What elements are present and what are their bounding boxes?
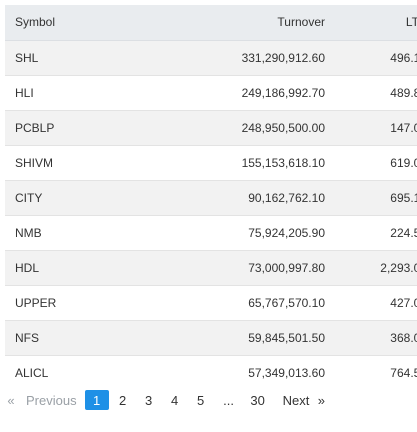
cell-turnover: 65,767,570.10 xyxy=(248,295,325,310)
turnover-table: Symbol Turnover LTP SHL 331,290,912.60 4… xyxy=(5,5,417,390)
table-row: NFS 59,845,501.50 368.00 xyxy=(5,320,417,355)
first-page-icon: « xyxy=(7,392,15,408)
table-row: SHL 331,290,912.60 496.10 xyxy=(5,40,417,75)
cell-turnover: 248,950,500.00 xyxy=(241,120,325,135)
cell-symbol: CITY xyxy=(15,190,43,205)
cell-symbol: HDL xyxy=(15,260,40,275)
table-row: CITY 90,162,762.10 695.10 xyxy=(5,180,417,215)
cell-turnover: 57,349,013.60 xyxy=(248,365,325,380)
cell-ltp: 427.00 xyxy=(390,295,417,310)
table-row: NMB 75,924,205.90 224.50 xyxy=(5,215,417,250)
previous-button: Previous xyxy=(26,392,77,408)
cell-turnover: 75,924,205.90 xyxy=(248,225,325,240)
next-button[interactable]: Next xyxy=(282,392,310,408)
cell-turnover: 59,845,501.50 xyxy=(248,330,325,345)
table-row: ALICL 57,349,013.60 764.50 xyxy=(5,355,417,390)
table-row: PCBLP 248,950,500.00 147.00 xyxy=(5,110,417,145)
cell-ltp: 2,293.00 xyxy=(380,260,417,275)
turnover-table-container: Symbol Turnover LTP SHL 331,290,912.60 4… xyxy=(5,5,417,390)
cell-symbol: SHL xyxy=(15,50,39,65)
cell-symbol: SHIVM xyxy=(15,155,54,170)
page-button-1[interactable]: 1 xyxy=(84,390,109,410)
page-button-4[interactable]: 4 xyxy=(170,392,179,408)
cell-turnover: 249,186,992.70 xyxy=(241,85,325,100)
table-header-row: Symbol Turnover LTP xyxy=(5,5,417,41)
column-header-ltp[interactable]: LTP xyxy=(325,5,417,41)
cell-ltp: 368.00 xyxy=(390,330,417,345)
cell-symbol: ALICL xyxy=(15,365,49,380)
cell-ltp: 496.10 xyxy=(390,50,417,65)
page-button-2[interactable]: 2 xyxy=(118,392,127,408)
cell-ltp: 695.10 xyxy=(390,190,417,205)
cell-ltp: 619.00 xyxy=(390,155,417,170)
cell-symbol: PCBLP xyxy=(15,120,55,135)
table-row: SHIVM 155,153,618.10 619.00 xyxy=(5,145,417,180)
cell-symbol: HLI xyxy=(15,85,34,100)
cell-ltp: 489.80 xyxy=(390,85,417,100)
column-header-turnover[interactable]: Turnover xyxy=(165,5,325,41)
page-button-30[interactable]: 30 xyxy=(250,392,265,408)
cell-ltp: 224.50 xyxy=(390,225,417,240)
page-button-5[interactable]: 5 xyxy=(196,392,205,408)
table-header: Symbol Turnover LTP xyxy=(5,5,417,41)
cell-symbol: NFS xyxy=(15,330,39,345)
page-button-3[interactable]: 3 xyxy=(144,392,153,408)
cell-ltp: 147.00 xyxy=(390,120,417,135)
cell-symbol: UPPER xyxy=(15,295,57,310)
cell-turnover: 73,000,997.80 xyxy=(248,260,325,275)
cell-turnover: 331,290,912.60 xyxy=(241,50,325,65)
table-row: HLI 249,186,992.70 489.80 xyxy=(5,75,417,110)
cell-symbol: NMB xyxy=(15,225,42,240)
cell-turnover: 90,162,762.10 xyxy=(248,190,325,205)
cell-ltp: 764.50 xyxy=(390,365,417,380)
table-body: SHL 331,290,912.60 496.10 HLI 249,186,99… xyxy=(5,40,417,390)
table-row: UPPER 65,767,570.10 427.00 xyxy=(5,285,417,320)
pagination: « Previous 1 2 3 4 5 ... 30 Next » xyxy=(0,390,329,410)
pagination-ellipsis: ... xyxy=(223,392,234,408)
table-row: HDL 73,000,997.80 2,293.00 xyxy=(5,250,417,285)
last-page-icon[interactable]: » xyxy=(317,392,325,408)
column-header-symbol[interactable]: Symbol xyxy=(5,5,165,41)
cell-turnover: 155,153,618.10 xyxy=(241,155,325,170)
